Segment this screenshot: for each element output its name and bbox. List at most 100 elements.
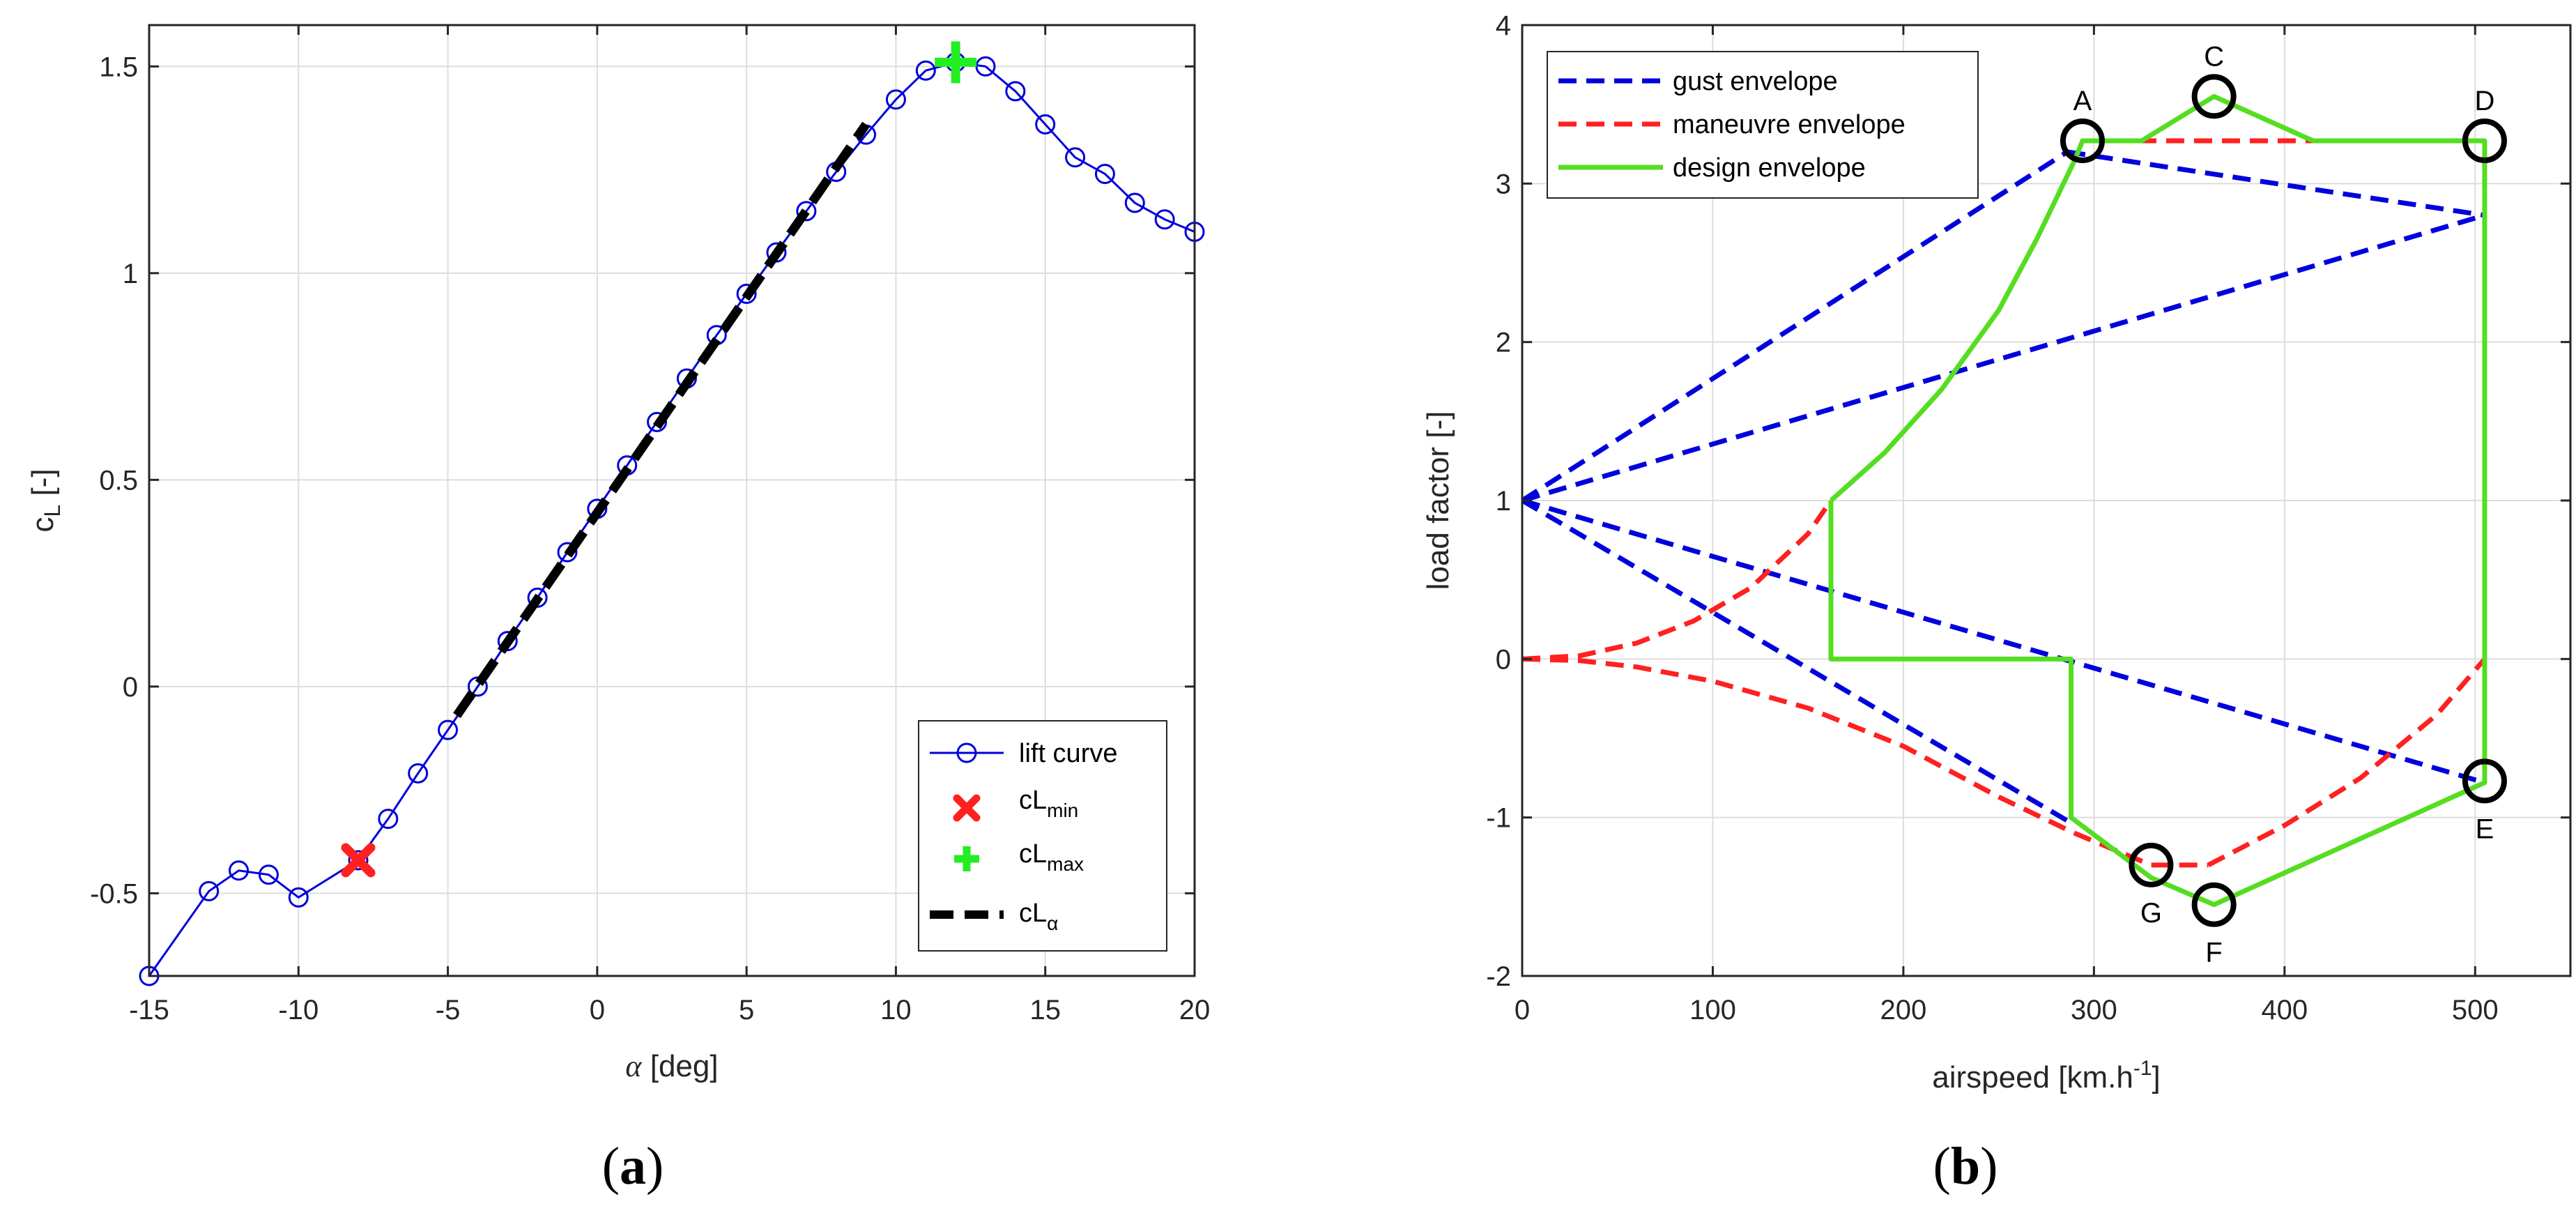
point-f-marker	[2191, 882, 2237, 927]
chart-b-xtick-label: 200	[1880, 995, 1927, 1025]
chart-b-xtick-label: 0	[1515, 995, 1530, 1025]
cL-alpha-line	[453, 121, 870, 719]
chart-a-xtick-label: 15	[1029, 995, 1061, 1025]
chart-a-xtick-label: -15	[129, 995, 169, 1025]
legend-entry-lift-curve: lift curve	[930, 739, 1117, 768]
chart-b-xtick-label: 500	[2452, 995, 2499, 1025]
lift-curve-point	[1094, 163, 1115, 184]
chart-a-xlabel: α [deg]	[625, 1049, 718, 1083]
chart-a-ytick-label: 0	[123, 672, 138, 703]
caption-a: (a)	[602, 1137, 664, 1196]
chart-a-xtick-label: -10	[278, 995, 319, 1025]
svg-text:maneuvre envelope: maneuvre envelope	[1673, 110, 1906, 139]
point-e-marker	[2462, 758, 2507, 804]
point-a-marker	[2060, 118, 2105, 163]
svg-text:cLmin: cLmin	[1019, 786, 1078, 821]
point-f-label: F	[2205, 938, 2222, 968]
chart-a: -15 -10 -5 0 5 10 15 20 -0.5 0 0.5 1 1.5 α [deg] cL …	[26, 24, 1210, 1196]
chart-a-ticks: -15 -10 -5 0 5 10 15 20 -0.5 0 0.5 1 1.5	[90, 25, 1210, 1025]
lift-curve-point	[1035, 114, 1056, 135]
maneuvre-envelope-segment	[2207, 657, 2487, 867]
chart-b-ticks: 0 100 200 300 400 500 -2 -1 0 1 2 3 4	[1486, 10, 2570, 1025]
lift-curve-point	[438, 719, 459, 740]
legend-entry-cLalpha: cLα	[930, 899, 1058, 934]
chart-b-xlabel: airspeed [km.h-1]	[1932, 1057, 2161, 1094]
chart-b-xtick-label: 400	[2261, 995, 2308, 1025]
legend-entry-cLmin: cLmin	[953, 786, 1078, 822]
gust-envelope-segment	[2067, 149, 2485, 218]
design-envelope-segment	[1828, 93, 2487, 908]
point-e-label: E	[2476, 814, 2494, 844]
gust-envelope-segment	[1521, 213, 2485, 503]
chart-b-series	[1521, 93, 2487, 908]
chart-a-ytick-label: -0.5	[90, 878, 138, 909]
chart-b-ytick-label: -1	[1486, 803, 1511, 834]
point-g-marker	[2129, 842, 2174, 887]
chart-b-ytick-label: 2	[1496, 328, 1511, 358]
lift-curve-point	[1005, 81, 1026, 102]
lift-curve-point	[199, 880, 220, 901]
legend-entry-maneuvre-envelope: maneuvre envelope	[1558, 110, 1906, 139]
point-d-marker	[2462, 118, 2507, 163]
svg-text:cLmax: cLmax	[1019, 839, 1084, 875]
cL-min-marker-stroke	[341, 843, 376, 878]
chart-b-ytick-label: 3	[1496, 169, 1511, 199]
chart-a-ytick-label: 1	[123, 259, 138, 289]
gust-envelope-segment	[1521, 149, 2069, 503]
lift-curve-point	[1154, 209, 1175, 230]
chart-a-frame	[148, 24, 1196, 977]
lift-curve-point	[1065, 147, 1086, 168]
svg-text:design envelope: design envelope	[1673, 153, 1866, 183]
chart-b-ytick-label: -2	[1486, 961, 1511, 992]
legend-entry-design-envelope: design envelope	[1558, 153, 1866, 183]
chart-b-points: A C D E F G	[2060, 41, 2507, 968]
chart-a-xtick-label: 10	[880, 995, 912, 1025]
lift-curve-point	[229, 860, 250, 881]
chart-b-ytick-label: 0	[1496, 644, 1511, 675]
lift-curve-point	[557, 542, 578, 563]
cL-min-marker	[341, 843, 376, 878]
chart-a-ytick-label: 0.5	[99, 465, 138, 496]
point-g-label: G	[2140, 898, 2162, 929]
point-a-label: A	[2073, 86, 2092, 116]
chart-a-xtick-label: 20	[1179, 995, 1211, 1025]
chart-b-xtick-label: 300	[2071, 995, 2117, 1025]
lift-curve-point	[497, 631, 518, 652]
chart-b-legend: gust envelope maneuvre envelope design e…	[1547, 51, 1979, 199]
legend-entry-cLmax: cLmax	[954, 839, 1084, 875]
caption-b: (b)	[1933, 1137, 1998, 1196]
cL-max-marker	[935, 41, 977, 84]
chart-a-series	[139, 41, 1205, 986]
lift-curve-point	[258, 864, 279, 885]
svg-text:cLα: cLα	[1019, 899, 1058, 934]
lift-curve-point	[885, 89, 906, 110]
maneuvre-envelope-segment	[1521, 499, 1833, 662]
svg-text:gust envelope: gust envelope	[1673, 67, 1838, 96]
point-c-marker	[2191, 74, 2237, 119]
lift-curve-point	[408, 763, 429, 784]
legend-entry-gust-envelope: gust envelope	[1558, 67, 1838, 96]
chart-a-ytick-label: 1.5	[99, 52, 138, 82]
point-c-label: C	[2204, 41, 2224, 72]
chart-a-xtick-label: -5	[436, 995, 461, 1025]
chart-b-ytick-label: 1	[1496, 486, 1511, 517]
chart-b-ylabel: load factor [-]	[1421, 411, 1455, 590]
point-d-label: D	[2475, 86, 2495, 116]
chart-b-xtick-label: 100	[1689, 995, 1736, 1025]
lift-curve-point	[1124, 192, 1145, 213]
gust-envelope-segment	[1521, 498, 2069, 823]
chart-b: 0 100 200 300 400 500 -2 -1 0 1 2 3 4 A C D E F G airspee…	[1421, 10, 2572, 1196]
chart-a-xtick-label: 0	[590, 995, 605, 1025]
chart-a-legend: lift curve cLmin cLmax cLα	[918, 720, 1167, 952]
lift-curve-point	[647, 411, 668, 432]
chart-a-xtick-label: 5	[739, 995, 754, 1025]
lift-curve-point	[288, 887, 309, 908]
lift-curve-point	[736, 283, 757, 304]
lift-curve-point	[378, 809, 399, 830]
lift-curve-point	[915, 60, 936, 81]
lift-curve-point	[796, 201, 817, 222]
svg-text:lift curve: lift curve	[1019, 739, 1117, 768]
chart-a-ylabel: cL [-]	[26, 468, 65, 532]
lift-curve-point	[348, 850, 369, 871]
